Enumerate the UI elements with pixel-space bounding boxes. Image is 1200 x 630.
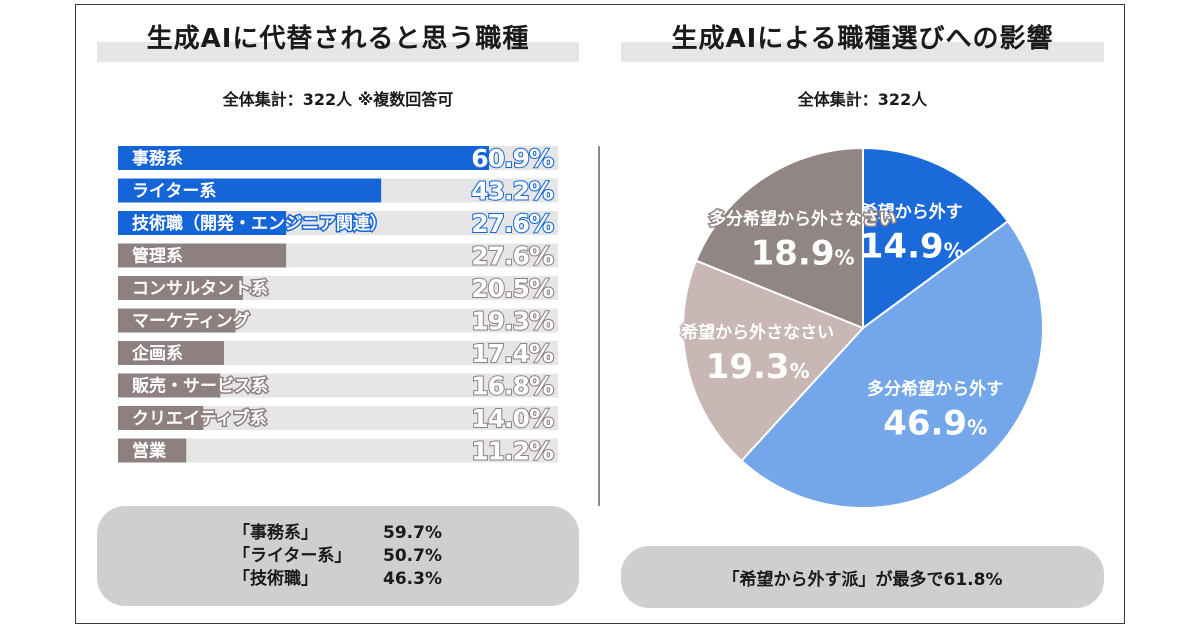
- bar-value-label: 11.2%: [471, 437, 554, 466]
- pie-slice-label: 多分希望から外さなさい: [709, 208, 896, 229]
- bar-7: [118, 341, 224, 365]
- pie-slice-value: 46.9%: [883, 403, 987, 443]
- right-summary-callout: 「希望から外す派」が最多で61.8%: [621, 546, 1104, 608]
- bar-value-label: 17.4%: [471, 339, 554, 368]
- bar-track: [118, 438, 558, 463]
- bar-value-label: 43.2%: [471, 177, 554, 206]
- pie-slice-value: 18.9%: [751, 233, 855, 273]
- bar-2: [118, 178, 382, 203]
- bar-4: [118, 243, 287, 268]
- summary-label-2: 「ライター系」: [233, 546, 352, 566]
- bar-category-label: 営業: [132, 441, 166, 462]
- left-panel-title: 生成AIに代替されると思う職種: [97, 18, 579, 62]
- bar-category-label: マーケティング: [132, 311, 250, 332]
- bar-9: [118, 406, 204, 430]
- bar-category-label: コンサルタント系: [132, 279, 268, 299]
- summary-value-3: 46.3%: [383, 569, 442, 589]
- right-subtitle: 全体集計：322人: [797, 90, 928, 109]
- summary-value-2: 50.7%: [383, 546, 442, 566]
- bar-value-label: 20.5%: [471, 274, 554, 303]
- pie-slice-label: 希望から外す: [861, 202, 963, 223]
- bar-value-label: 27.6%: [471, 242, 554, 271]
- pie-slice-2: [740, 219, 1044, 509]
- bar-3: [118, 211, 287, 235]
- bar-category-label: 企画系: [131, 343, 183, 364]
- pie-slice-label: 多分希望から外す: [867, 378, 1003, 399]
- panel-divider: [598, 146, 600, 506]
- left-summary-list: 「事務系」 59.7% 「ライター系」 50.7% 「技術職」 46.3%: [233, 522, 463, 591]
- bar-value-label: 60.9%: [471, 144, 554, 173]
- bar-1: [118, 146, 489, 170]
- right-title-underline: [621, 42, 1104, 62]
- bar-category-label: 事務系: [132, 148, 183, 169]
- bar-category-label: 販売・サービス系: [132, 376, 268, 397]
- right-title-text: 生成AIによる職種選びへの影響: [671, 24, 1054, 54]
- summary-value-1: 59.7%: [383, 523, 442, 543]
- right-panel-title: 生成AIによる職種選びへの影響: [621, 18, 1104, 62]
- pie-slice-value: 19.3%: [706, 347, 810, 387]
- bar-category-label: ライター系: [132, 182, 216, 202]
- pie-slice-1: [862, 146, 1010, 330]
- bar-value-label: 19.3%: [471, 307, 554, 336]
- bar-5: [118, 276, 243, 300]
- bar-6: [118, 308, 236, 333]
- summary-label-3: 「技術職」: [233, 569, 318, 589]
- summary-label-1: 「事務系」: [233, 523, 318, 543]
- bar-value-label: 27.6%: [471, 209, 554, 238]
- bar-category-label: 管理系: [132, 246, 183, 267]
- left-title-text: 生成AIに代替されると思う職種: [146, 24, 530, 54]
- left-subtitle: 全体集計：322人 ※複数回答可: [222, 90, 454, 109]
- job-replacement-bar-chart: 事務系 60.9% ライター系 43.2% 技術職（開発・エンジニア関連） 27.6% 管理…: [118, 143, 558, 467]
- bar-category-label: クリエイティブ系: [132, 408, 267, 429]
- bar-value-label: 14.0%: [471, 404, 554, 433]
- pie-slice-4: [694, 146, 864, 330]
- bar-value-label: 16.8%: [471, 372, 554, 401]
- bar-8: [118, 373, 221, 398]
- pie-slice-label: 希望から外さなさい: [681, 322, 834, 343]
- left-summary-callout: [97, 506, 579, 606]
- bar-10: [118, 438, 187, 463]
- career-choice-pie-chart: 希望から外す14.9%多分希望から外す46.9%希望から外さなさい19.3%多分…: [680, 146, 1044, 509]
- left-title-underline: [97, 42, 579, 62]
- bar-category-label: 技術職（開発・エンジニア関連）: [132, 213, 387, 234]
